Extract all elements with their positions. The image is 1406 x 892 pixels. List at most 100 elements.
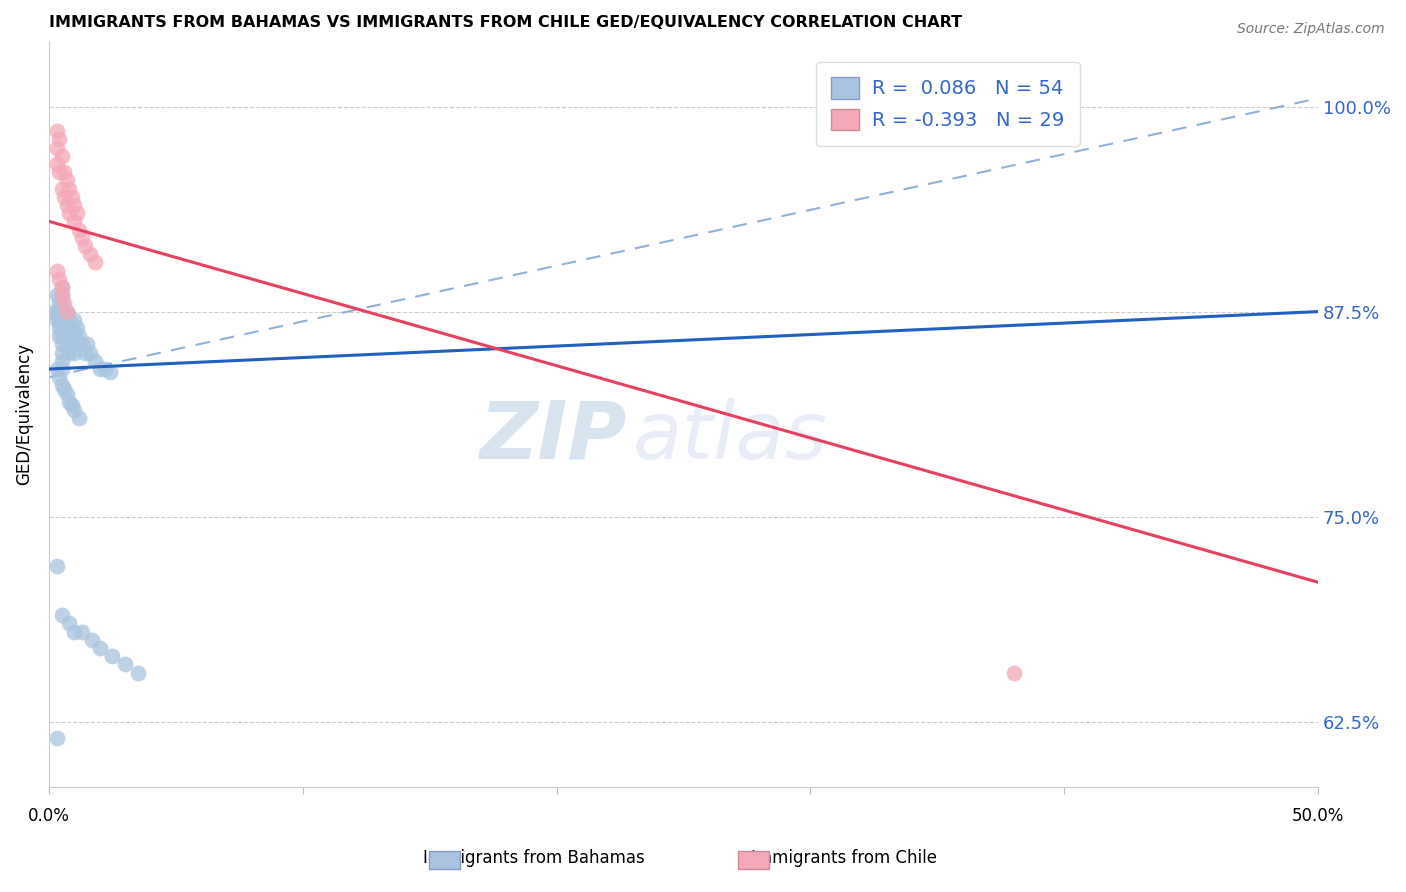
Point (51, 362, 73, 376)
Point (101, 649, 124, 664)
Point (55, 321, 77, 335)
Point (82, 632, 104, 647)
Point (63, 313, 86, 327)
Point (51, 329, 73, 343)
Point (66, 206, 89, 220)
Point (89, 362, 111, 376)
Point (70, 624, 93, 639)
Point (79, 247, 101, 261)
Point (48, 313, 70, 327)
Point (45, 157, 67, 171)
Point (94, 362, 117, 376)
Point (76, 337, 98, 351)
Point (55, 198, 77, 212)
Point (51, 288, 73, 302)
Point (89, 640, 111, 655)
Point (58, 313, 80, 327)
Point (58, 329, 80, 343)
Point (67, 329, 90, 343)
Point (51, 345, 73, 359)
Point (60, 398, 83, 412)
Text: atlas: atlas (633, 398, 828, 475)
Point (63, 403, 86, 417)
Point (63, 329, 86, 343)
Point (51, 304, 73, 318)
Point (51, 288, 73, 302)
Text: Source: ZipAtlas.com: Source: ZipAtlas.com (1237, 22, 1385, 37)
Point (48, 272, 70, 286)
Point (55, 173, 77, 187)
Point (48, 370, 70, 384)
Point (51, 608, 73, 623)
Legend: R =  0.086   N = 54, R = -0.393   N = 29: R = 0.086 N = 54, R = -0.393 N = 29 (815, 62, 1080, 146)
Point (63, 198, 86, 212)
Point (48, 165, 70, 179)
Point (83, 353, 105, 368)
Point (53, 190, 76, 204)
Point (48, 321, 70, 335)
Text: 50.0%: 50.0% (1292, 807, 1344, 825)
Point (63, 214, 86, 228)
Point (45, 304, 67, 318)
Text: 0.0%: 0.0% (28, 807, 70, 825)
Point (45, 124, 67, 138)
Point (53, 382, 76, 396)
Point (53, 321, 76, 335)
Point (63, 624, 86, 639)
Point (60, 190, 83, 204)
Point (58, 345, 80, 359)
Point (67, 222, 90, 236)
Point (51, 313, 73, 327)
Text: Immigrants from Chile: Immigrants from Chile (751, 849, 936, 867)
Point (45, 558, 67, 573)
Point (48, 329, 70, 343)
Point (45, 288, 67, 302)
Text: IMMIGRANTS FROM BAHAMAS VS IMMIGRANTS FROM CHILE GED/EQUIVALENCY CORRELATION CHA: IMMIGRANTS FROM BAHAMAS VS IMMIGRANTS FR… (49, 15, 962, 30)
Point (73, 345, 96, 359)
Point (79, 345, 101, 359)
Point (48, 296, 70, 310)
Point (66, 321, 89, 335)
Point (51, 321, 73, 335)
Point (55, 304, 77, 318)
Point (51, 296, 73, 310)
Point (51, 337, 73, 351)
Point (42, 304, 65, 318)
Point (55, 304, 77, 318)
Point (48, 304, 70, 318)
Point (51, 280, 73, 294)
Point (127, 665, 149, 680)
Point (114, 657, 136, 672)
Point (67, 411, 90, 425)
Point (58, 616, 80, 631)
Point (60, 337, 83, 351)
Point (58, 181, 80, 195)
Point (58, 206, 80, 220)
Point (73, 239, 96, 253)
Point (51, 181, 73, 195)
Point (51, 149, 73, 163)
Point (53, 165, 76, 179)
Text: Immigrants from Bahamas: Immigrants from Bahamas (423, 849, 645, 867)
Y-axis label: GED/Equivalency: GED/Equivalency (15, 343, 32, 485)
Point (58, 394, 80, 409)
Point (63, 345, 86, 359)
Point (55, 386, 77, 401)
Point (45, 140, 67, 154)
Point (51, 280, 73, 294)
Point (1002, 665, 1025, 680)
Point (98, 365, 121, 379)
Point (45, 731, 67, 746)
Point (53, 296, 76, 310)
Point (45, 263, 67, 277)
Point (51, 353, 73, 368)
Text: ZIP: ZIP (479, 398, 627, 475)
Point (55, 337, 77, 351)
Point (83, 255, 105, 269)
Point (70, 337, 93, 351)
Point (53, 304, 76, 318)
Point (66, 337, 89, 351)
Point (60, 321, 83, 335)
Point (45, 313, 67, 327)
Point (51, 378, 73, 392)
